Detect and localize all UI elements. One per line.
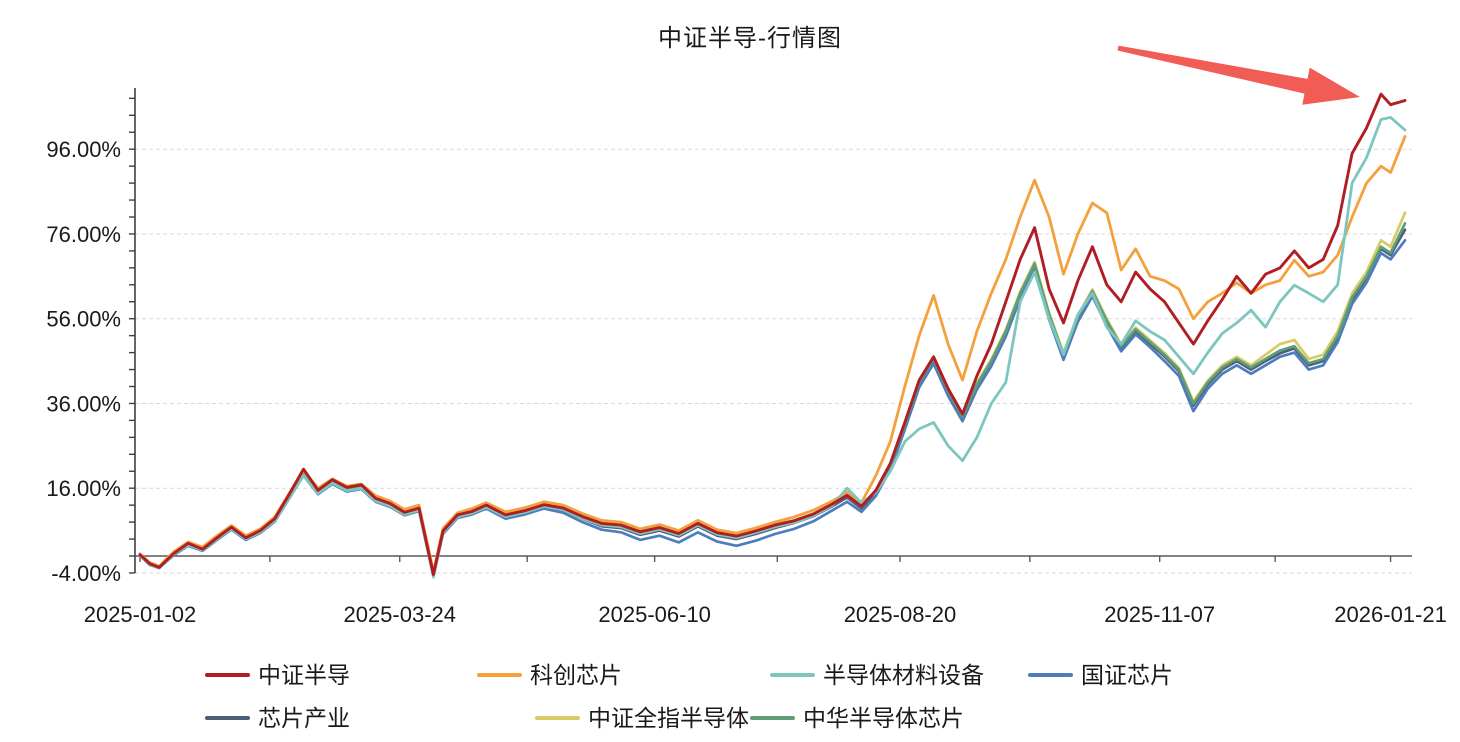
legend-line-swatch	[477, 673, 522, 677]
legend-item-半导体材料设备: 半导体材料设备	[770, 662, 984, 688]
legend-line-swatch	[205, 673, 250, 677]
legend-label: 芯片产业	[258, 705, 350, 731]
y-tick-label: 76.00%	[46, 222, 121, 247]
legend-line-swatch	[205, 716, 250, 720]
y-tick-label: 36.00%	[46, 391, 121, 416]
legend-line-swatch	[1028, 673, 1073, 677]
series-line-2	[138, 135, 1407, 573]
x-tick-label: 2025-01-02	[84, 602, 197, 627]
series-lines	[138, 92, 1407, 579]
legend-line-swatch	[770, 673, 815, 677]
legend-label: 中华半导体芯片	[803, 705, 964, 731]
y-tick-label: 96.00%	[46, 137, 121, 162]
legend-item-中华半导体芯片: 中华半导体芯片	[750, 705, 964, 731]
x-tick-label: 2025-03-24	[343, 602, 456, 627]
x-tick-label: 2025-08-20	[844, 602, 957, 627]
chart-title: 中证半导-行情图	[658, 25, 842, 52]
series-line-6	[138, 211, 1407, 575]
x-tick-label: 2025-11-07	[1104, 602, 1215, 627]
legend-item-科创芯片: 科创芯片	[477, 662, 622, 688]
axis-labels: 96.00% 76.00% 56.00% 36.00% 16.00% -4.00% 2025…	[46, 137, 1446, 627]
series-line-3	[138, 116, 1407, 579]
y-tick-label: 16.00%	[46, 476, 121, 501]
legend-item-中证全指半导体: 中证全指半导体	[535, 705, 749, 731]
series-line-1	[138, 92, 1407, 577]
gridlines	[135, 148, 1412, 574]
legend-label: 科创芯片	[530, 662, 622, 688]
highlight-arrow	[1117, 45, 1360, 105]
legend-item-芯片产业: 芯片产业	[205, 705, 350, 731]
legend-item-中证半导: 中证半导	[205, 662, 350, 688]
y-tick-label: 56.00%	[46, 307, 121, 332]
legend-line-swatch	[535, 716, 580, 720]
x-tick-label: 2026-01-21	[1334, 602, 1447, 627]
x-tick-label: 2025-06-10	[598, 602, 711, 627]
y-tick-label: -4.00%	[51, 561, 121, 586]
legend-label: 国证芯片	[1081, 662, 1173, 688]
series-line-7	[138, 222, 1407, 576]
legend-line-swatch	[750, 716, 795, 720]
legend-label: 中证全指半导体	[588, 705, 749, 731]
legend-item-国证芯片: 国证芯片	[1028, 662, 1173, 688]
legend-label: 中证半导	[258, 662, 350, 688]
legend-label: 半导体材料设备	[823, 662, 984, 688]
annotation-arrow	[1117, 45, 1360, 105]
axes	[129, 88, 1412, 574]
